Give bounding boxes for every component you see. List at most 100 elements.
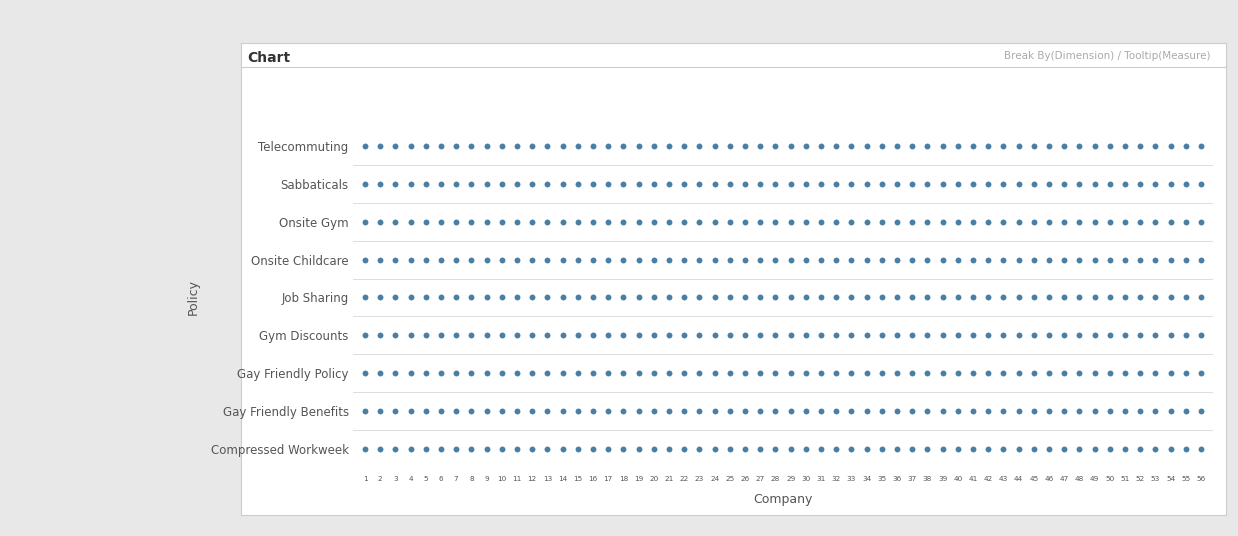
Point: [508, 293, 527, 302]
Point: [1070, 331, 1089, 340]
Point: [675, 142, 695, 150]
Point: [598, 180, 618, 188]
Point: [1101, 218, 1120, 226]
Point: [1101, 369, 1120, 377]
Point: [1101, 445, 1120, 453]
Point: [1024, 180, 1044, 188]
Point: [948, 407, 968, 415]
Point: [1070, 445, 1089, 453]
Point: [355, 142, 375, 150]
Point: [675, 407, 695, 415]
Point: [903, 255, 922, 264]
Point: [978, 293, 998, 302]
Point: [690, 369, 709, 377]
Point: [552, 407, 572, 415]
Point: [1070, 293, 1089, 302]
Point: [796, 407, 816, 415]
Point: [1024, 293, 1044, 302]
Point: [1084, 255, 1104, 264]
Point: [765, 331, 785, 340]
Point: [522, 331, 542, 340]
Point: [735, 331, 755, 340]
Point: [811, 445, 831, 453]
Point: [537, 142, 557, 150]
Point: [355, 407, 375, 415]
Point: [1161, 369, 1181, 377]
Point: [932, 331, 952, 340]
Point: [842, 331, 862, 340]
Point: [1130, 142, 1150, 150]
Point: [826, 255, 846, 264]
Point: [629, 180, 649, 188]
Point: [552, 180, 572, 188]
Point: [508, 142, 527, 150]
Point: [917, 180, 937, 188]
Point: [1176, 445, 1196, 453]
Point: [1115, 255, 1135, 264]
Point: [1176, 293, 1196, 302]
Point: [598, 255, 618, 264]
Point: [385, 255, 405, 264]
Point: [416, 218, 436, 226]
Point: [826, 293, 846, 302]
Point: [1130, 369, 1150, 377]
Point: [1055, 331, 1075, 340]
Point: [888, 255, 907, 264]
Point: [416, 293, 436, 302]
Point: [811, 407, 831, 415]
Point: [614, 218, 634, 226]
Point: [704, 142, 724, 150]
Point: [765, 407, 785, 415]
Point: [1130, 407, 1150, 415]
Point: [750, 293, 770, 302]
Point: [522, 180, 542, 188]
Point: [675, 369, 695, 377]
Point: [1055, 407, 1075, 415]
Point: [735, 407, 755, 415]
Point: [370, 255, 390, 264]
Point: [1115, 445, 1135, 453]
Y-axis label: Policy: Policy: [187, 279, 199, 316]
Point: [811, 369, 831, 377]
Point: [1070, 407, 1089, 415]
Point: [1191, 445, 1211, 453]
Point: [888, 180, 907, 188]
Point: [1191, 331, 1211, 340]
Point: [477, 293, 496, 302]
Point: [629, 293, 649, 302]
Point: [1145, 331, 1165, 340]
Point: [614, 180, 634, 188]
Point: [598, 293, 618, 302]
Point: [826, 445, 846, 453]
Point: [431, 369, 451, 377]
Point: [446, 255, 465, 264]
Point: [462, 180, 482, 188]
Point: [811, 218, 831, 226]
Point: [416, 331, 436, 340]
Point: [568, 180, 588, 188]
Point: [796, 218, 816, 226]
Point: [629, 142, 649, 150]
Point: [903, 180, 922, 188]
Point: [948, 255, 968, 264]
Point: [568, 369, 588, 377]
Point: [508, 445, 527, 453]
Point: [994, 331, 1014, 340]
Point: [1009, 445, 1029, 453]
Point: [1145, 369, 1165, 377]
Point: [765, 293, 785, 302]
Point: [857, 331, 877, 340]
Point: [1130, 331, 1150, 340]
Point: [842, 142, 862, 150]
Point: [583, 407, 603, 415]
Point: [690, 331, 709, 340]
Point: [1101, 255, 1120, 264]
Point: [629, 445, 649, 453]
Point: [462, 218, 482, 226]
Point: [370, 142, 390, 150]
Point: [857, 142, 877, 150]
Point: [903, 331, 922, 340]
Point: [811, 255, 831, 264]
Point: [1039, 445, 1058, 453]
Point: [750, 331, 770, 340]
